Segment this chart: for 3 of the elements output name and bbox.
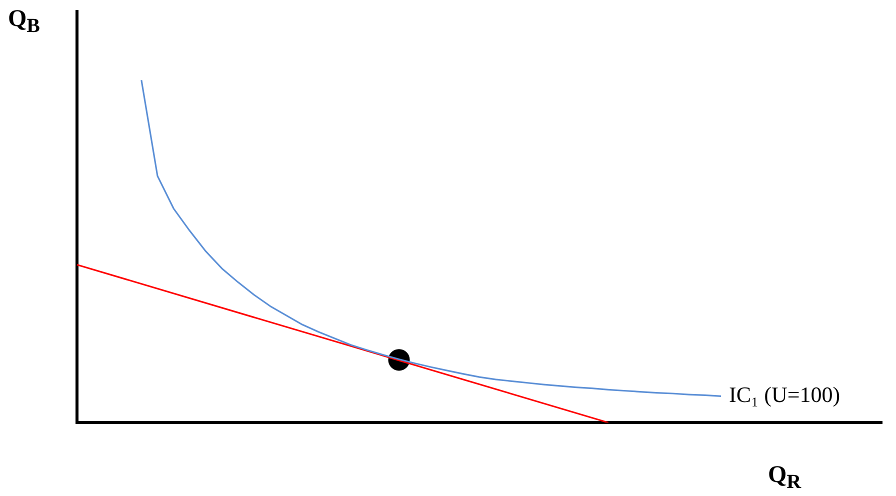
series-label: IC₁ (U=100) — [729, 382, 840, 408]
x-axis-title: Q$_{R}$ — [768, 462, 802, 494]
y-axis-title: Q$_{B}$ — [8, 6, 40, 38]
